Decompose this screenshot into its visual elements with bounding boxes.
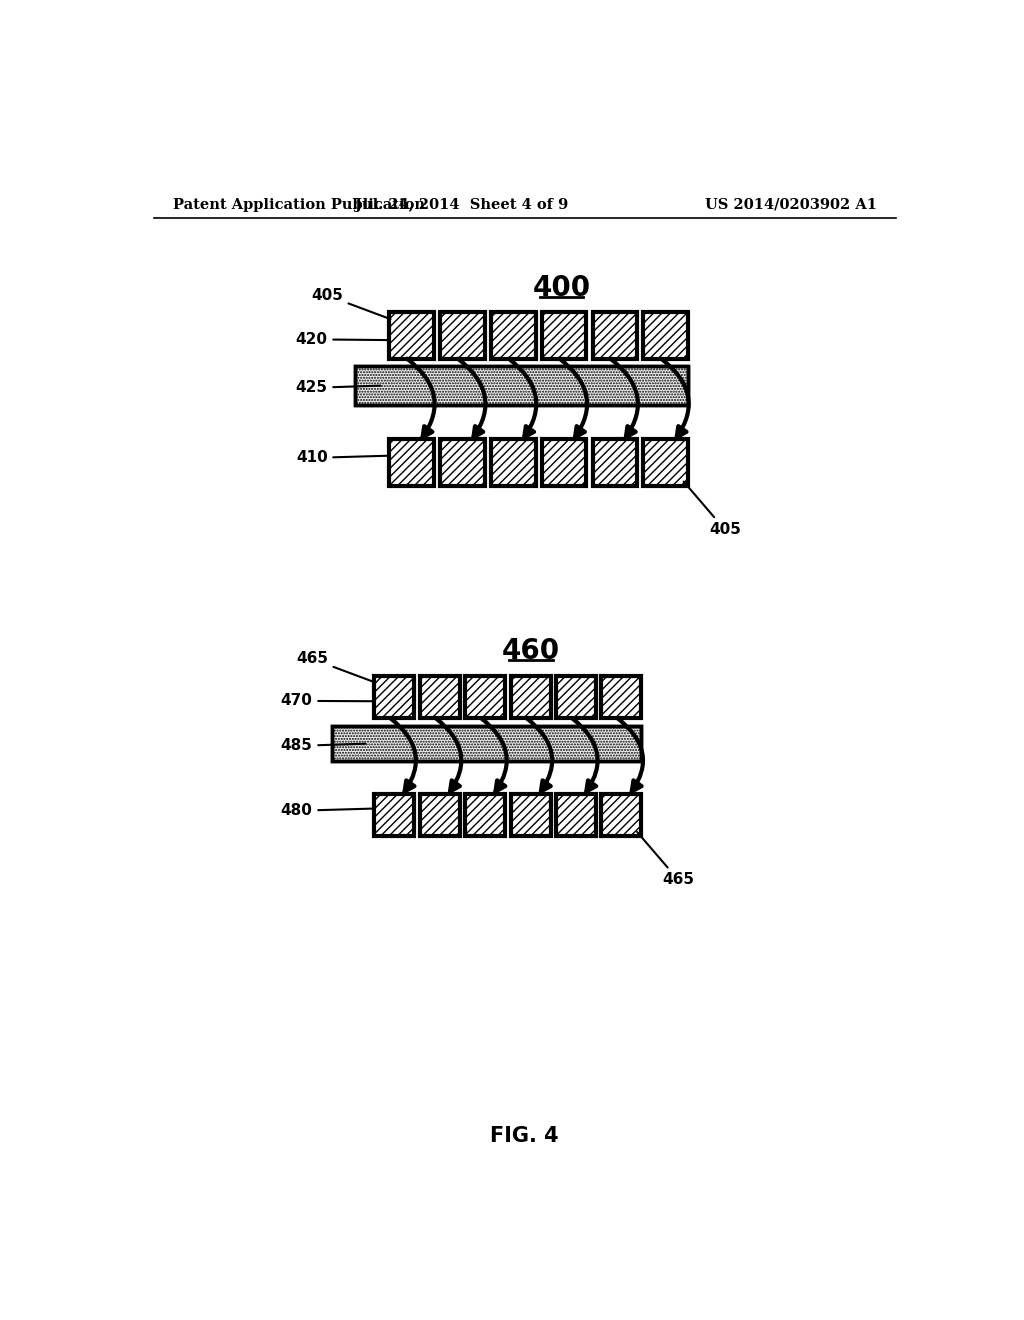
Bar (593, 440, 637, 486)
FancyArrowPatch shape (458, 359, 485, 437)
Text: Jul. 24, 2014  Sheet 4 of 9: Jul. 24, 2014 Sheet 4 of 9 (355, 198, 568, 211)
Bar (511, 793, 551, 836)
Bar (374, 676, 415, 718)
Bar (420, 793, 460, 836)
Bar (354, 367, 688, 405)
Bar (440, 440, 484, 486)
Bar (556, 793, 596, 836)
Text: 480: 480 (281, 804, 374, 818)
Bar (465, 676, 505, 718)
Bar (332, 726, 641, 760)
FancyArrowPatch shape (572, 718, 598, 792)
Bar (440, 313, 484, 359)
Bar (542, 313, 587, 359)
Text: 400: 400 (532, 273, 591, 302)
Bar (643, 313, 688, 359)
Bar (542, 440, 587, 486)
Text: 485: 485 (281, 738, 366, 754)
FancyArrowPatch shape (559, 359, 587, 437)
Text: Patent Application Publication: Patent Application Publication (173, 198, 425, 211)
Bar (643, 440, 688, 486)
Text: 460: 460 (502, 638, 560, 665)
FancyArrowPatch shape (610, 359, 638, 437)
Text: 420: 420 (296, 331, 389, 347)
Text: 405: 405 (311, 288, 390, 319)
FancyArrowPatch shape (408, 359, 434, 437)
Text: 470: 470 (281, 693, 374, 709)
FancyArrowPatch shape (617, 718, 643, 792)
Bar (389, 313, 434, 359)
FancyArrowPatch shape (509, 359, 537, 437)
Bar (490, 313, 536, 359)
Bar (374, 793, 415, 836)
Text: 425: 425 (296, 380, 380, 396)
FancyArrowPatch shape (390, 718, 416, 792)
Text: FIG. 4: FIG. 4 (490, 1126, 559, 1146)
FancyArrowPatch shape (526, 718, 552, 792)
Bar (332, 726, 641, 760)
Bar (420, 676, 460, 718)
Bar (593, 313, 637, 359)
FancyArrowPatch shape (481, 718, 507, 792)
Bar (490, 440, 536, 486)
Bar (389, 440, 434, 486)
Bar (354, 367, 688, 405)
Bar (601, 676, 641, 718)
Text: 465: 465 (296, 651, 376, 682)
Bar (601, 793, 641, 836)
FancyArrowPatch shape (436, 718, 461, 792)
FancyArrowPatch shape (662, 359, 689, 437)
Bar (556, 676, 596, 718)
Bar (511, 676, 551, 718)
Bar (465, 793, 505, 836)
Text: US 2014/0203902 A1: US 2014/0203902 A1 (706, 198, 878, 211)
Text: 410: 410 (296, 450, 389, 466)
Text: 405: 405 (684, 482, 740, 537)
Text: 465: 465 (637, 832, 694, 887)
